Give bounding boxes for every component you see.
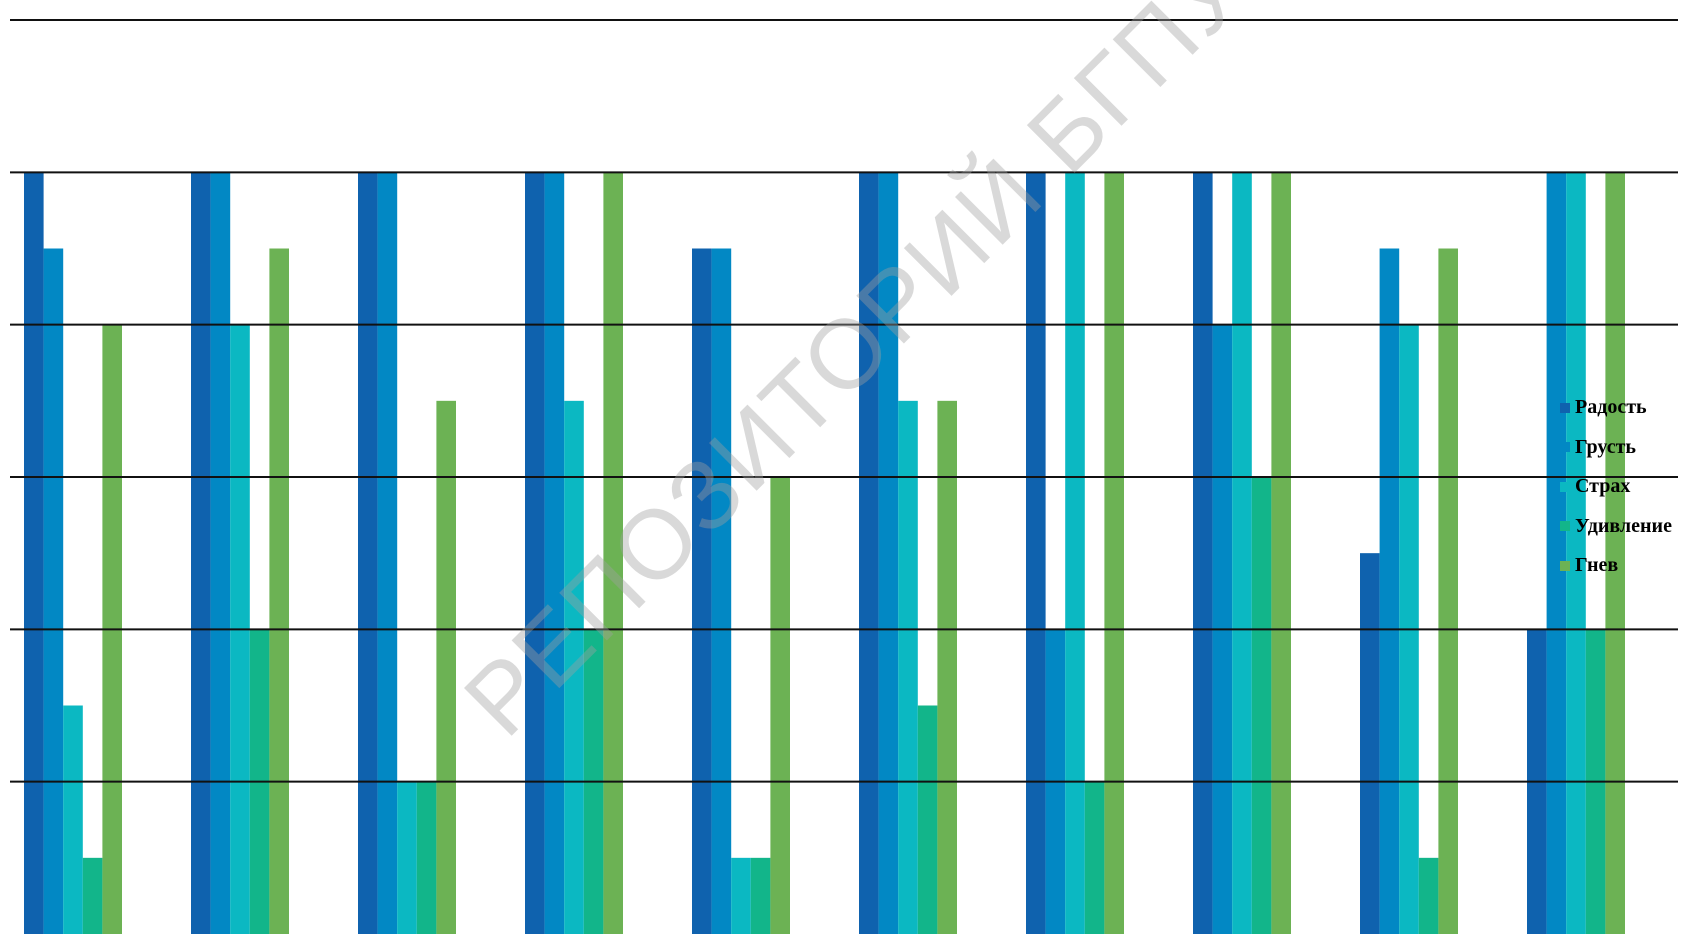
legend-item: Радость (1560, 388, 1672, 428)
legend-item: Грусть (1560, 428, 1672, 468)
legend-label: Страх (1575, 475, 1631, 498)
bar (750, 857, 771, 934)
bar (564, 400, 584, 934)
bars-layer (24, 172, 1625, 934)
bar (24, 172, 44, 934)
bar (377, 172, 398, 934)
bar (82, 857, 103, 934)
bar (544, 172, 565, 934)
legend-label: Удивление (1575, 514, 1672, 537)
legend-label: Радость (1575, 396, 1647, 419)
bar (731, 857, 751, 934)
bar (43, 248, 64, 934)
bar (878, 172, 899, 934)
bar (859, 172, 879, 934)
bar (1566, 172, 1586, 934)
bar (1379, 248, 1400, 934)
bar (603, 172, 623, 934)
bar (358, 172, 378, 934)
bar (1104, 172, 1124, 934)
bar (1065, 172, 1085, 934)
gridlines (10, 19, 1678, 783)
chart-legend: Радость Грусть Страх Удивление Гнев (1560, 388, 1672, 586)
legend-item: Удивление (1560, 507, 1672, 547)
bar (770, 477, 790, 934)
bar (210, 172, 231, 934)
legend-swatch (1560, 442, 1570, 453)
bar (397, 781, 417, 934)
bar (269, 248, 289, 934)
bar (1193, 172, 1213, 934)
bar (416, 781, 437, 934)
legend-item: Гнев (1560, 546, 1672, 586)
bar (917, 705, 938, 934)
bar (692, 248, 712, 934)
legend-swatch (1560, 402, 1570, 413)
legend-label: Гнев (1575, 554, 1619, 577)
bar (898, 400, 918, 934)
bar (1546, 172, 1567, 934)
bar (1360, 553, 1380, 934)
legend-label: Грусть (1575, 435, 1636, 458)
legend-swatch (1560, 560, 1570, 571)
bar (436, 400, 456, 934)
bar (63, 705, 83, 934)
bar (1251, 477, 1272, 934)
legend-swatch (1560, 481, 1570, 492)
bar (711, 248, 732, 934)
bar (1271, 172, 1291, 934)
bar (1438, 248, 1458, 934)
bar (1605, 172, 1625, 934)
bar (1084, 781, 1105, 934)
bar (1232, 172, 1252, 934)
legend-swatch (1560, 521, 1570, 532)
bar (191, 172, 211, 934)
bar (1026, 172, 1046, 934)
bar (1418, 857, 1439, 934)
legend-item: Страх (1560, 467, 1672, 507)
bar (937, 400, 957, 934)
bar (525, 172, 545, 934)
